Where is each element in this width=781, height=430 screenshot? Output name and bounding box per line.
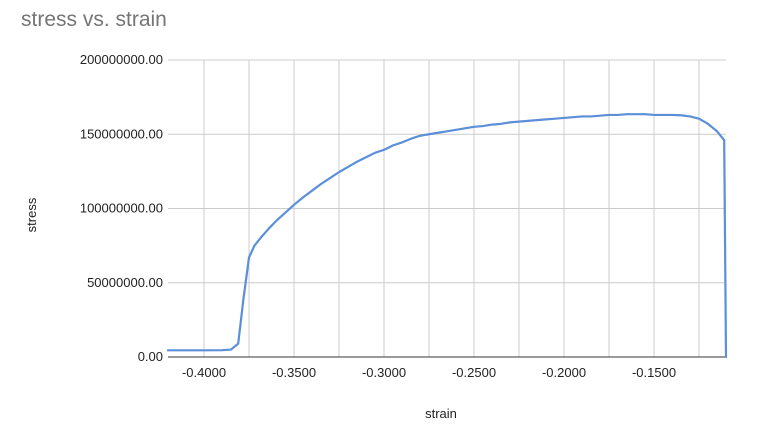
x-tick-label: -0.4000: [182, 365, 226, 380]
series-layer: [166, 113, 728, 359]
y-tick-label: 100000000.00: [80, 201, 163, 216]
x-tick-label: -0.2500: [452, 365, 496, 380]
y-tick-label: 200000000.00: [80, 52, 163, 67]
chart-title: stress vs. strain: [21, 8, 167, 31]
y-tick-label: 0.00: [138, 349, 163, 364]
y-tick-label: 150000000.00: [80, 126, 163, 141]
x-tick-label: -0.2000: [542, 365, 586, 380]
y-axis-title: stress: [24, 197, 39, 232]
x-tick-label: -0.3500: [272, 365, 316, 380]
series-line: [166, 113, 728, 359]
x-tick-label: -0.3000: [362, 365, 406, 380]
grid: [168, 59, 726, 357]
tick-labels: 0.00 50000000.00 100000000.00 150000000.00 2…: [80, 52, 676, 380]
x-tick-label: -0.1500: [632, 365, 676, 380]
y-tick-label: 50000000.00: [87, 275, 163, 290]
x-axis-title: strain: [425, 406, 457, 421]
